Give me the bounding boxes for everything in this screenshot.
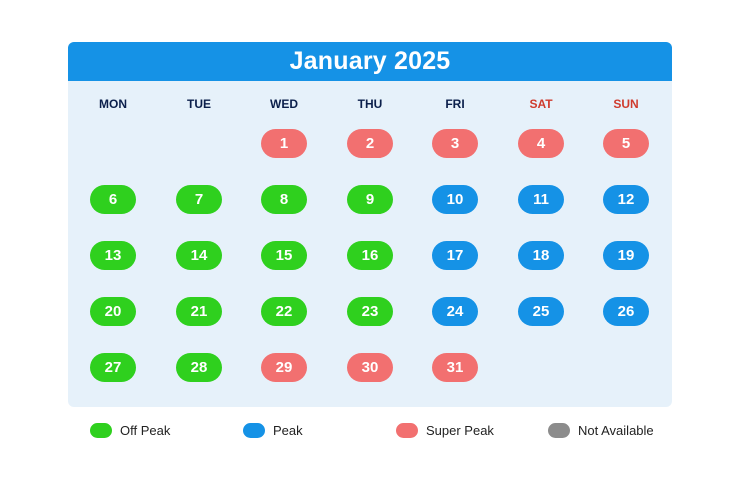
day-10[interactable]: 10 [432, 184, 478, 214]
day-19[interactable]: 19 [603, 240, 649, 270]
day-7[interactable]: 7 [176, 184, 222, 214]
legend-label: Off Peak [120, 422, 171, 438]
day-4[interactable]: 4 [518, 128, 564, 158]
day-27[interactable]: 27 [90, 352, 136, 382]
weekday-thu: THU [357, 97, 383, 111]
day-30[interactable]: 30 [347, 352, 393, 382]
day-5[interactable]: 5 [603, 128, 649, 158]
legend-swatch [243, 422, 265, 438]
month-title: January 2025 [68, 42, 672, 81]
day-24[interactable]: 24 [432, 296, 478, 326]
day-3[interactable]: 3 [432, 128, 478, 158]
day-31[interactable]: 31 [432, 352, 478, 382]
legend-swatch [90, 422, 112, 438]
weekday-mon: MON [99, 97, 127, 111]
day-12[interactable]: 12 [603, 184, 649, 214]
day-16[interactable]: 16 [347, 240, 393, 270]
day-13[interactable]: 13 [90, 240, 136, 270]
day-20[interactable]: 20 [90, 296, 136, 326]
legend-item-peak: Peak [243, 422, 303, 438]
day-21[interactable]: 21 [176, 296, 222, 326]
day-22[interactable]: 22 [261, 296, 307, 326]
weekday-fri: FRI [445, 97, 465, 111]
day-29[interactable]: 29 [261, 352, 307, 382]
legend-label: Peak [273, 422, 303, 438]
legend-swatch [548, 422, 570, 438]
day-1[interactable]: 1 [261, 128, 307, 158]
day-9[interactable]: 9 [347, 184, 393, 214]
day-14[interactable]: 14 [176, 240, 222, 270]
weekday-sat: SAT [529, 97, 553, 111]
day-23[interactable]: 23 [347, 296, 393, 326]
day-6[interactable]: 6 [90, 184, 136, 214]
legend-item-off: Off Peak [90, 422, 170, 438]
legend-label: Not Available [578, 422, 654, 438]
day-8[interactable]: 8 [261, 184, 307, 214]
day-2[interactable]: 2 [347, 128, 393, 158]
day-25[interactable]: 25 [518, 296, 564, 326]
weekday-wed: WED [270, 97, 298, 111]
weekday-sun: SUN [613, 97, 639, 111]
day-26[interactable]: 26 [603, 296, 649, 326]
calendar: January 2025 [68, 42, 672, 407]
legend-swatch [396, 422, 418, 438]
weekday-tue: TUE [187, 97, 211, 111]
day-28[interactable]: 28 [176, 352, 222, 382]
legend-label: Super Peak [426, 422, 494, 438]
day-17[interactable]: 17 [432, 240, 478, 270]
legend-item-super: Super Peak [396, 422, 494, 438]
legend-item-na: Not Available [548, 422, 654, 438]
day-11[interactable]: 11 [518, 184, 564, 214]
day-18[interactable]: 18 [518, 240, 564, 270]
day-15[interactable]: 15 [261, 240, 307, 270]
